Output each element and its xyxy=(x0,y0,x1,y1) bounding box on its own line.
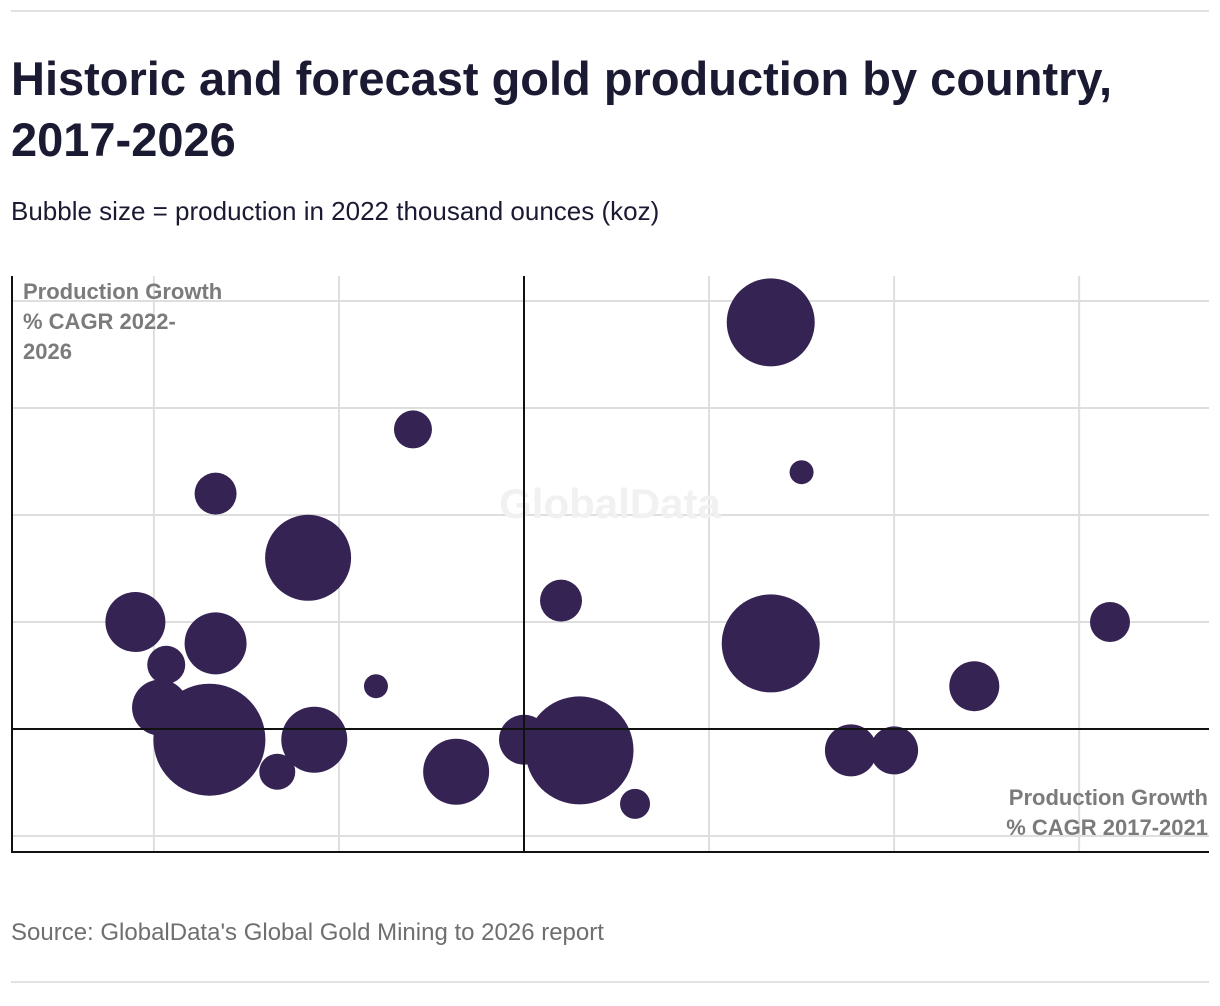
bubble-22 xyxy=(870,726,919,775)
x-axis-label: Production Growth % CAGR 2017-2021 xyxy=(1006,785,1208,840)
y-axis-label-line-0: Production Growth xyxy=(23,279,222,304)
y-axis-label-line-2: 2026 xyxy=(23,339,72,364)
bubble-5 xyxy=(540,579,583,622)
bottom-rule xyxy=(11,981,1209,983)
bubble-4 xyxy=(265,514,352,601)
x-axis-label-line-0: Production Growth xyxy=(1009,785,1208,810)
y-axis-label-line-1: % CAGR 2022- xyxy=(23,309,176,334)
bubble-0 xyxy=(726,278,815,367)
chart-title: Historic and forecast gold production by… xyxy=(11,52,1113,166)
x-axis-label-line-1: % CAGR 2017-2021 xyxy=(1006,815,1208,840)
axes xyxy=(11,276,1209,853)
bubble-2 xyxy=(789,460,814,485)
bubble-19 xyxy=(525,696,634,805)
bubble-10 xyxy=(184,612,247,675)
bubble-17 xyxy=(423,738,490,805)
bubble-20 xyxy=(153,683,266,796)
bubble-12 xyxy=(949,661,1000,712)
bubble-23 xyxy=(620,788,651,819)
bubble-14 xyxy=(259,753,296,790)
bubble-13 xyxy=(363,674,388,699)
bubble-3 xyxy=(194,472,237,515)
source-note: Source: GlobalData's Global Gold Mining … xyxy=(11,919,604,946)
watermark: GlobalData xyxy=(499,480,721,527)
bubble-21 xyxy=(824,724,877,777)
bubble-8 xyxy=(147,645,186,684)
bubble-11 xyxy=(721,594,820,693)
top-rule xyxy=(11,10,1209,12)
bubble-7 xyxy=(1090,602,1130,642)
chart-subtitle: Bubble size = production in 2022 thousan… xyxy=(11,196,660,226)
bubbles xyxy=(105,278,1130,819)
bubble-1 xyxy=(393,410,432,449)
bubble-6 xyxy=(105,592,166,652)
y-axis-label: Production Growth % CAGR 2022- 2026 xyxy=(23,279,222,364)
bubble-16 xyxy=(281,706,348,773)
